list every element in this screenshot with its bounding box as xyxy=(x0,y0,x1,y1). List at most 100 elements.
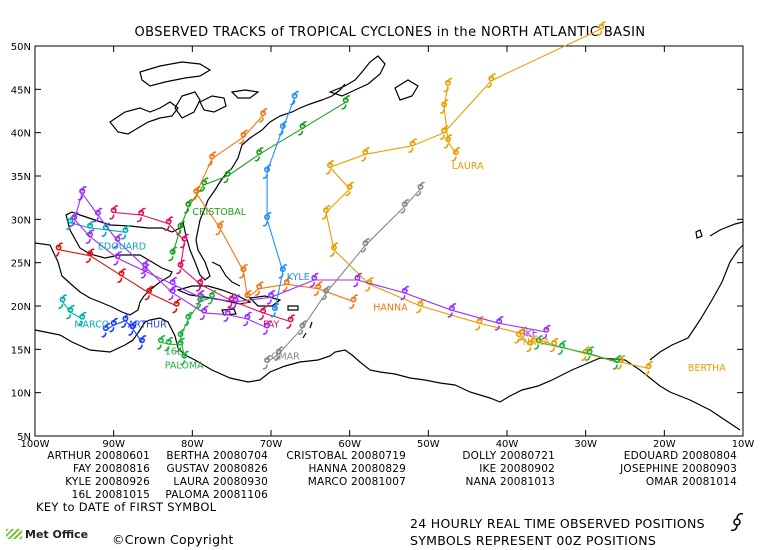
hurricane-symbol xyxy=(321,205,331,220)
hurricane-symbol xyxy=(258,305,268,321)
hurricane-symbol xyxy=(474,316,485,331)
hurricane-symbol xyxy=(321,285,331,301)
hurricane-symbol xyxy=(262,355,272,370)
hurricane-symbol xyxy=(443,134,453,149)
hurricane-symbol xyxy=(309,272,319,288)
hurricane-symbol xyxy=(223,168,233,184)
hurricane-symbol xyxy=(85,248,95,263)
hurricane-symbol xyxy=(345,181,355,197)
hurricane-symbol xyxy=(179,350,190,366)
hurricane-symbol xyxy=(207,290,217,305)
hurricane-symbol xyxy=(443,77,453,93)
hurricane-symbol xyxy=(258,108,268,123)
hurricane-symbol xyxy=(195,294,205,309)
hurricane-symbol xyxy=(352,272,363,288)
hurricane-symbol xyxy=(136,207,146,223)
storm-track-hanna xyxy=(191,108,359,309)
hurricane-symbol xyxy=(297,121,308,136)
hurricane-symbol xyxy=(77,186,87,201)
lat-label: 30N xyxy=(11,215,31,226)
hurricane-symbol xyxy=(408,138,418,153)
met-office-logo: Met Office xyxy=(6,528,88,541)
hurricane-symbol xyxy=(278,264,288,279)
footer-symbols-note: SYMBOLS REPRESENT 00Z POSITIONS xyxy=(410,533,657,548)
hurricane-symbol xyxy=(69,212,79,227)
hurricane-symbol xyxy=(156,335,166,350)
lat-label: 40N xyxy=(11,129,31,140)
lat-label: 15N xyxy=(11,345,31,356)
hurricane-symbol xyxy=(238,129,249,145)
storm-track-omar xyxy=(262,181,426,370)
lat-label: 5N xyxy=(17,432,31,443)
lon-label: 50W xyxy=(417,439,440,450)
storm-track-nana xyxy=(514,329,536,353)
hurricane-symbol xyxy=(113,233,123,249)
storm-label-edouard: EDOUARD xyxy=(98,242,146,253)
hurricane-symbol xyxy=(175,329,186,344)
coastlines xyxy=(34,55,744,431)
hurricane-symbol xyxy=(549,337,559,353)
hurricane-symbol xyxy=(262,320,272,335)
hurricane-symbol xyxy=(172,298,182,314)
track-line xyxy=(443,84,457,155)
hurricane-symbol xyxy=(191,186,201,201)
storm-track-bertha xyxy=(321,21,654,376)
hurricane-symbol xyxy=(400,285,410,301)
hurricane-symbol xyxy=(585,346,595,361)
chart-title: OBSERVED TRACKS of TROPICAL CYCLONES in … xyxy=(134,25,646,40)
hurricane-symbol xyxy=(486,73,496,88)
storm-labels: ARTHUR BERTHA CRISTOBAL EDOUARD FAY HANNA IKE K… xyxy=(74,161,726,374)
hurricane-symbol xyxy=(215,220,225,236)
met-office-logo-text: Met Office xyxy=(25,528,89,541)
hurricane-symbol xyxy=(364,277,374,292)
storm-label-kyle: KYLE xyxy=(287,272,310,283)
storm-label-hanna: HANNA xyxy=(373,302,408,313)
hurricane-symbol-icon xyxy=(730,512,744,532)
lon-label: 70W xyxy=(260,439,283,450)
storm-label-nana: NANA xyxy=(523,337,551,348)
hurricane-symbol xyxy=(360,238,370,253)
storm-track-paloma xyxy=(175,290,217,366)
lat-label: 25N xyxy=(11,259,31,270)
storm-track-josephine xyxy=(533,335,622,370)
lon-label: 10W xyxy=(732,439,755,450)
hurricane-symbol xyxy=(168,277,178,292)
hurricane-symbol xyxy=(514,329,524,344)
hurricane-symbol xyxy=(439,99,449,114)
storm-label-marco: MARCO xyxy=(74,320,109,331)
storm-track-fay xyxy=(109,205,296,329)
footer-observed-positions: 24 HOURLY REAL TIME OBSERVED POSITIONS xyxy=(410,516,705,531)
hurricane-symbol xyxy=(526,337,536,353)
hurricane-symbol xyxy=(137,335,147,350)
hurricane-symbol xyxy=(101,323,111,338)
lon-label: 80W xyxy=(181,439,204,450)
hurricane-symbol xyxy=(415,181,426,197)
storm-label-arthur: ARTHUR xyxy=(128,320,167,331)
hurricane-symbol xyxy=(120,225,131,240)
hurricane-symbol xyxy=(175,220,186,236)
lon-label: 100W xyxy=(21,439,50,450)
hurricane-symbol xyxy=(127,321,138,336)
track-line xyxy=(538,341,618,363)
hurricane-symbol xyxy=(65,304,75,320)
hurricane-symbol xyxy=(270,303,280,318)
hurricane-symbol xyxy=(179,233,190,249)
lat-label: 10N xyxy=(11,389,31,400)
hurricane-symbol xyxy=(254,147,264,162)
hurricane-symbol xyxy=(400,199,410,214)
hurricane-symbol xyxy=(329,242,339,257)
hurricane-symbol xyxy=(164,336,174,352)
storm-track-arthur xyxy=(101,313,147,350)
hurricane-symbol xyxy=(175,259,186,275)
hurricane-symbol xyxy=(231,294,241,309)
hurricane-symbol xyxy=(451,147,461,162)
lat-label: 45N xyxy=(11,85,31,96)
met-office-logo-icon xyxy=(6,529,22,539)
hurricane-symbol xyxy=(199,177,209,192)
hurricane-symbol xyxy=(168,246,178,262)
hurricane-symbol xyxy=(313,281,323,296)
lon-label: 60W xyxy=(338,439,361,450)
storm-track-ike xyxy=(69,186,551,340)
lat-label: 35N xyxy=(11,172,31,183)
hurricane-symbol xyxy=(199,305,209,321)
